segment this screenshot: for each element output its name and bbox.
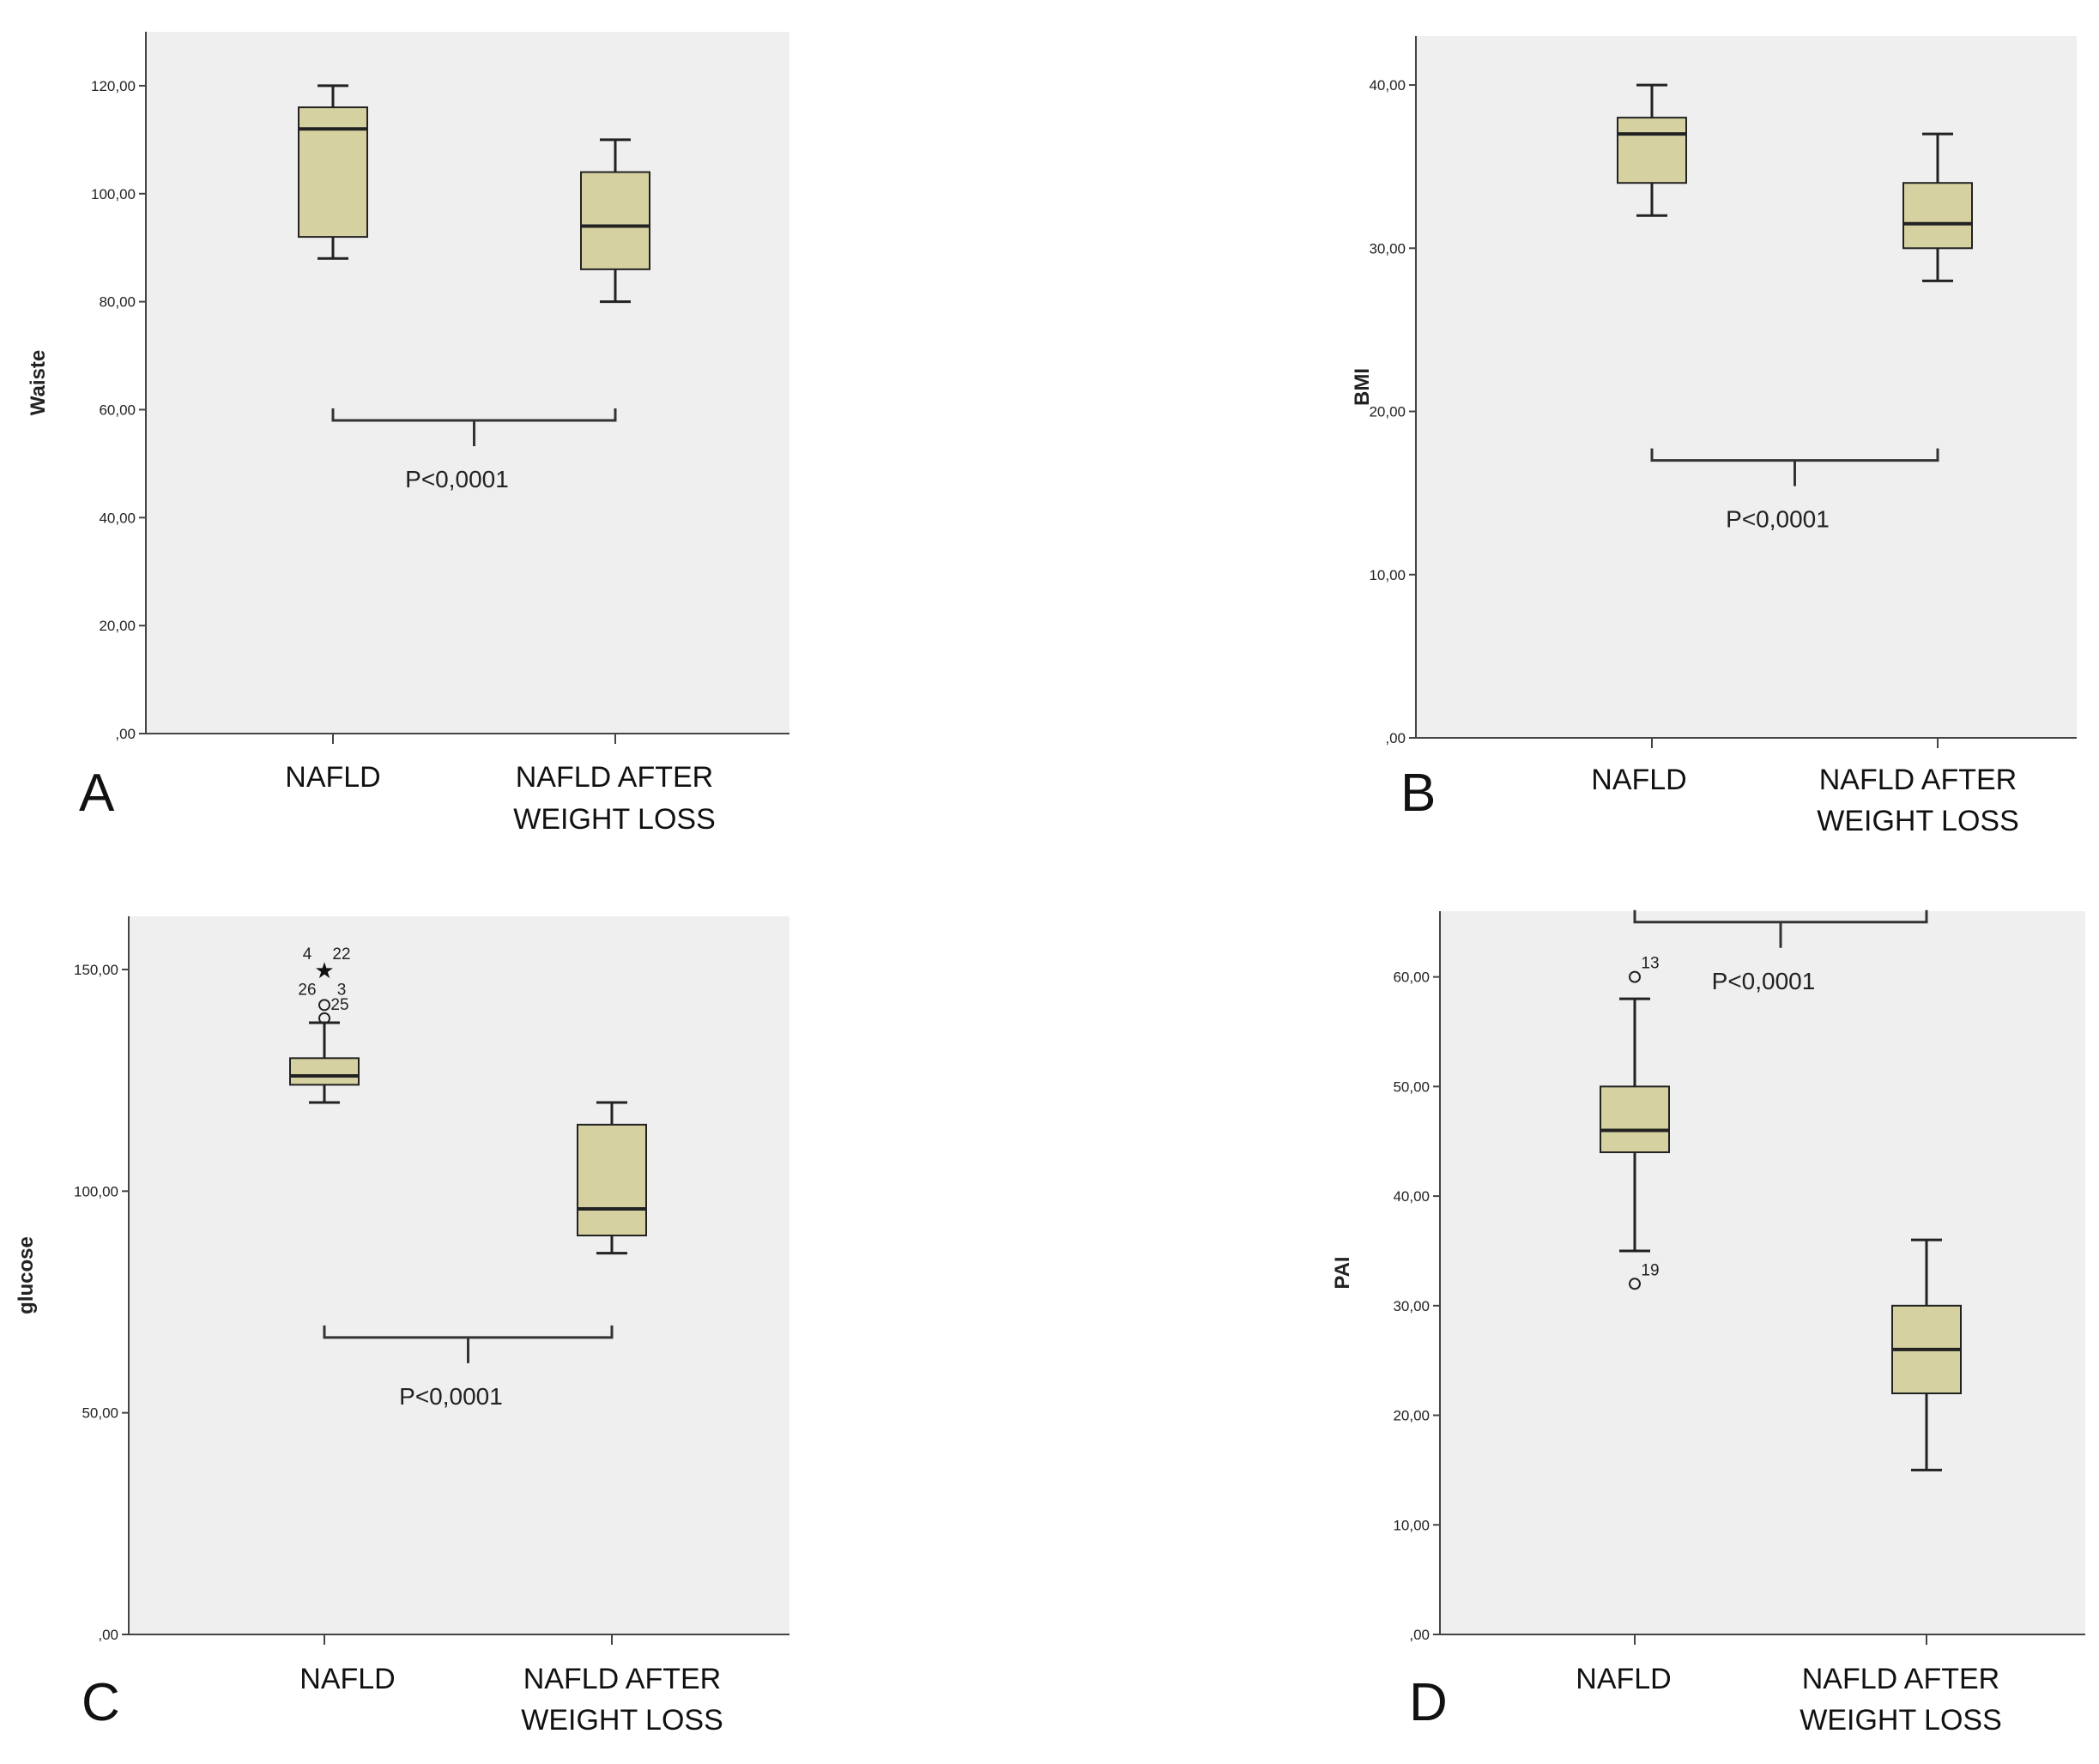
plot-area (1416, 36, 2077, 738)
p-value-label: P<0,0001 (405, 466, 509, 492)
y-tick-label: ,00 (115, 726, 136, 742)
outlier-circle (318, 1012, 330, 1024)
panel-letter: B (1400, 764, 1436, 823)
outlier-label: 3 (337, 981, 347, 999)
panel-d: ,00 10,00 20,00 30,00 40,00 50,00 60,00 PAI 13 19… (1331, 909, 2085, 1737)
category-label: NAFLD AFTER (1802, 1663, 1999, 1695)
box-after-weight-loss (1902, 132, 1973, 282)
bracket-line (323, 1325, 614, 1339)
y-tick-label: 40,00 (99, 510, 136, 526)
iqr-box (1902, 182, 1973, 250)
iqr-box (1600, 1085, 1670, 1154)
outlier-circle (318, 999, 330, 1012)
y-tick-label: 150,00 (74, 962, 118, 978)
y-tick-label: 10,00 (1393, 1517, 1430, 1533)
significance-bracket: P<0,0001 (1633, 909, 1928, 994)
y-axis-label: Waiste (27, 350, 50, 415)
box-after-weight-loss (577, 1101, 647, 1255)
category-label: NAFLD (299, 1663, 395, 1695)
category-label: WEIGHT LOSS (1800, 1704, 2002, 1737)
iqr-box (580, 171, 650, 270)
extreme-outlier-star: ★ (314, 958, 334, 984)
panel-c: ,00 50,00 100,00 150,00 glucose ★4 22 26 325 NAFL… (15, 916, 789, 1737)
panel-a: ,00 20,00 40,00 60,00 80,00 100,00 120,00 Waist… (27, 32, 789, 836)
category-label: NAFLD AFTER (516, 761, 713, 794)
category-label: WEIGHT LOSS (1817, 805, 2019, 837)
panel-b: ,00 10,00 20,00 30,00 40,00 BMI NAFLD NAFLD AFT… (1351, 36, 2077, 837)
significance-bracket: P<0,0001 (323, 1325, 614, 1410)
panel-letter: D (1409, 1673, 1448, 1732)
p-value-label: P<0,0001 (1712, 968, 1816, 994)
y-axis-label: glucose (15, 1236, 38, 1314)
y-tick-label: 100,00 (74, 1183, 118, 1199)
y-tick-label: 120,00 (91, 78, 136, 94)
y-tick-label: 40,00 (1369, 77, 1406, 94)
y-tick-label: 50,00 (82, 1405, 118, 1422)
bracket-line (1633, 909, 1928, 924)
panel-letter: A (79, 764, 115, 823)
y-tick-label: ,00 (1385, 730, 1406, 746)
y-axis-label: PAI (1331, 1256, 1354, 1289)
y-tick-label: 10,00 (1369, 567, 1406, 583)
box-after-weight-loss (1891, 1238, 1962, 1471)
outlier-label: 13 (1641, 955, 1659, 973)
outlier-circle (1629, 1278, 1641, 1290)
category-label: WEIGHT LOSS (521, 1704, 723, 1737)
y-tick-label: 100,00 (91, 186, 136, 202)
category-label: WEIGHT LOSS (513, 803, 716, 836)
significance-bracket: P<0,0001 (1650, 448, 1939, 533)
y-tick-label: ,00 (1409, 1627, 1430, 1643)
y-tick-label: 80,00 (99, 294, 136, 311)
box-nafld (298, 84, 368, 260)
significance-bracket: P<0,0001 (331, 408, 617, 492)
category-label: NAFLD (285, 761, 380, 794)
outlier-circle (1629, 970, 1641, 983)
plot-area (129, 916, 789, 1634)
box-nafld (1617, 83, 1687, 217)
outlier-label: 26 (298, 981, 316, 999)
y-tick-label: 60,00 (99, 402, 136, 418)
p-value-label: P<0,0001 (1726, 506, 1830, 533)
y-axis-label: BMI (1351, 368, 1374, 406)
box-after-weight-loss (580, 138, 650, 304)
y-tick-label: 60,00 (1393, 970, 1430, 986)
y-tick-label: 40,00 (1393, 1188, 1430, 1205)
category-label: NAFLD AFTER (1819, 764, 2017, 796)
category-label: NAFLD (1591, 764, 1686, 796)
iqr-box (289, 1057, 360, 1086)
iqr-box (298, 106, 368, 239)
outlier-label: 25 (330, 996, 348, 1014)
category-label: NAFLD AFTER (523, 1663, 721, 1695)
outlier-label: 19 (1641, 1261, 1659, 1279)
y-tick-label: 20,00 (99, 618, 136, 634)
y-tick-label: 20,00 (1393, 1408, 1430, 1424)
p-value-label: P<0,0001 (399, 1383, 503, 1410)
category-label: NAFLD (1576, 1663, 1671, 1695)
y-tick-label: 20,00 (1369, 404, 1406, 420)
y-tick-label: 30,00 (1393, 1298, 1430, 1314)
box-nafld: 13 19 (1600, 955, 1670, 1290)
y-tick-label: 50,00 (1393, 1078, 1430, 1095)
bracket-line (331, 408, 617, 422)
box-nafld: ★4 22 26 325 (289, 945, 360, 1104)
iqr-box (577, 1123, 647, 1237)
y-tick-label: 30,00 (1369, 240, 1406, 257)
plot-area (146, 32, 789, 734)
plot-area (1440, 911, 2085, 1634)
panel-letter: C (82, 1673, 120, 1732)
outlier-label: 4 (303, 945, 312, 964)
outlier-label: 22 (332, 945, 350, 964)
y-tick-label: ,00 (98, 1627, 118, 1643)
iqr-box (1617, 117, 1687, 184)
